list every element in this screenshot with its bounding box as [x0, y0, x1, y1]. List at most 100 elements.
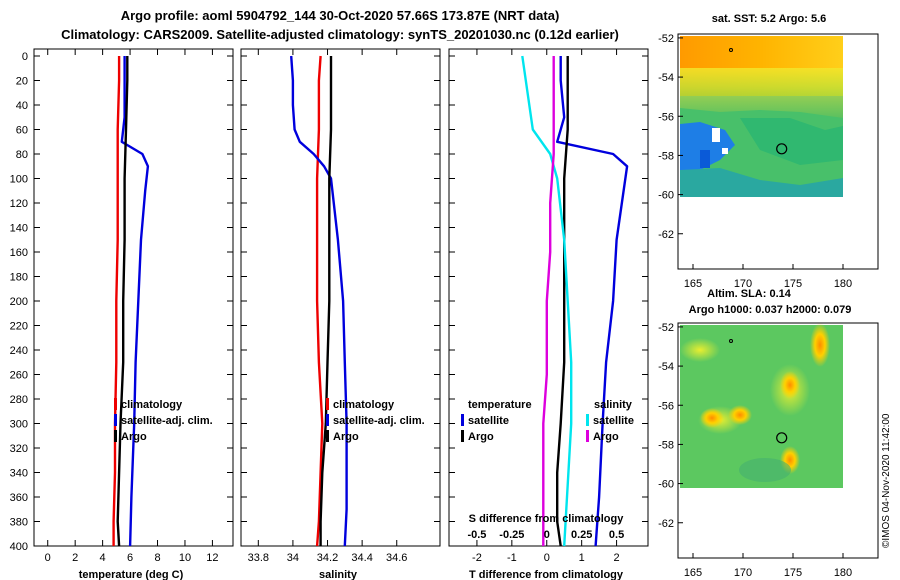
- imos-credit: ©IMOS 04-Nov-2020 11:42:00: [881, 413, 892, 548]
- argo-position-marker: [776, 432, 788, 444]
- series-line-climatology: [315, 55, 324, 547]
- salinity-series: [290, 55, 348, 547]
- x-tick-label: 34.2: [317, 552, 338, 564]
- x-tick-label: 2: [614, 552, 620, 564]
- legend-swatch-salinity-argo: [586, 430, 589, 442]
- y-tick-label: 100: [10, 174, 28, 186]
- legend-swatch-satellite-adj: [326, 414, 329, 426]
- difference-series: [521, 55, 629, 547]
- series-line-temperature-argo: [556, 56, 569, 547]
- lat-tick-label: -56: [658, 400, 674, 412]
- y-tick-label: 340: [10, 468, 28, 480]
- x-tick-label: 12: [206, 552, 218, 564]
- y-tick-label: 40: [16, 100, 28, 112]
- legend-label-salinity-satellite: satellite: [593, 415, 634, 427]
- x-tick-label: 6: [127, 552, 133, 564]
- y-tick-label: 140: [10, 223, 28, 235]
- x-tick-label: 34: [287, 552, 299, 564]
- series-line-salinity-argo: [542, 56, 555, 546]
- s-tick-label: -0.25: [499, 529, 524, 541]
- y-tick-label: 180: [10, 272, 28, 284]
- y-tick-label: 220: [10, 321, 28, 333]
- difference-profile-chart: -2 -1 0 1 2 temperature salinity satellite A…: [448, 48, 649, 580]
- y-tick-label: 0: [22, 51, 28, 63]
- s-difference-label: S difference from climatology: [469, 513, 625, 525]
- depth-ticks: [241, 55, 440, 547]
- legend-title-salinity: salinity: [594, 399, 633, 411]
- y-tick-label: 200: [10, 296, 28, 308]
- sla-map-title: Altim. SLA: 0.14: [707, 288, 792, 300]
- depth-ticks: [449, 55, 648, 547]
- y-tick-label: 300: [10, 419, 28, 431]
- lon-tick-label: 170: [734, 567, 752, 579]
- y-tick-label: 360: [10, 492, 28, 504]
- legend-label-satellite-adj: satellite-adj. clim.: [121, 415, 213, 427]
- lat-tick-label: -60: [658, 479, 674, 491]
- lon-tick-label: 175: [784, 278, 802, 290]
- legend-title-temperature: temperature: [468, 399, 532, 411]
- lat-tick-label: -54: [658, 72, 674, 84]
- lat-tick-label: -62: [658, 518, 674, 530]
- legend-label-satellite-adj: satellite-adj. clim.: [333, 415, 425, 427]
- s-tick-label: 0.25: [571, 529, 592, 541]
- sst-field: [680, 36, 843, 197]
- legend-label-temperature-argo: Argo: [468, 431, 494, 443]
- temperature-xlabel: temperature (deg C): [79, 569, 184, 580]
- legend-label-temperature-satellite: satellite: [468, 415, 509, 427]
- sst-map: sat. SST: 5.2 Argo: 5.6 165 170 175 180 -52…: [658, 13, 879, 290]
- y-tick-label: 80: [16, 149, 28, 161]
- legend-swatch-salinity-satellite: [586, 414, 589, 426]
- x-tick-label: 33.8: [248, 552, 269, 564]
- sst-lat-axis: -52 -54 -56 -58 -60 -62: [658, 33, 683, 241]
- x-tick-label: -1: [507, 552, 517, 564]
- x-tick-label: 1: [579, 552, 585, 564]
- x-tick-label: 8: [154, 552, 160, 564]
- x-tick-label: 34.4: [351, 552, 372, 564]
- sst-lon-axis: 165 170 175 180: [684, 264, 852, 290]
- legend-label-argo: Argo: [121, 431, 147, 443]
- lat-tick-label: -52: [658, 33, 674, 45]
- depth-axis: 0 20 40 60 80 100 120 140 160 180 200 220 240 260 280 3…: [10, 51, 233, 553]
- legend-swatch-argo: [114, 430, 117, 442]
- y-tick-label: 120: [10, 198, 28, 210]
- legend-label-argo: Argo: [333, 431, 359, 443]
- legend-swatch-temperature-satellite: [461, 414, 464, 426]
- y-tick-label: 160: [10, 247, 28, 259]
- lat-tick-label: -60: [658, 190, 674, 202]
- legend-label-salinity-argo: Argo: [593, 431, 619, 443]
- salinity-profile-chart: 33.8 34 34.2 34.4 34.6 climatology satellite…: [240, 48, 441, 580]
- series-line-temperature-satellite: [556, 56, 629, 547]
- y-tick-label: 260: [10, 370, 28, 382]
- y-tick-label: 400: [10, 541, 28, 553]
- series-line-argo: [319, 56, 333, 546]
- lon-tick-label: 170: [734, 278, 752, 290]
- temperature-profile-chart: 0204060801001201401601802002202402602803…: [10, 48, 234, 580]
- lat-tick-label: -54: [658, 361, 674, 373]
- legend-swatch-climatology: [114, 398, 117, 410]
- y-tick-label: 280: [10, 394, 28, 406]
- series-line-salinity-satellite: [521, 55, 573, 547]
- x-tick-label: -2: [472, 552, 482, 564]
- plot-frame: [240, 48, 441, 547]
- sla-lat-axis: -52 -54 -56 -58 -60 -62: [658, 322, 683, 530]
- legend-swatch-temperature-argo: [461, 430, 464, 442]
- series-line-argo: [116, 56, 129, 547]
- s-tick-label: 0: [544, 529, 550, 541]
- y-tick-label: 20: [16, 76, 28, 88]
- lon-tick-label: 175: [784, 567, 802, 579]
- temperature-legend: climatology satellite-adj. clim. Argo: [114, 398, 213, 443]
- sla-map-subtitle: Argo h1000: 0.037 h2000: 0.079: [689, 304, 852, 316]
- lat-tick-label: -52: [658, 322, 674, 334]
- lat-tick-label: -62: [658, 229, 674, 241]
- sst-map-title: sat. SST: 5.2 Argo: 5.6: [712, 13, 827, 25]
- temperature-series: [112, 56, 150, 547]
- x-tick-label: 34.6: [386, 552, 407, 564]
- plot-frame: [448, 48, 649, 547]
- sla-lon-axis: 165 170 175 180: [684, 553, 852, 579]
- figure-title-line1: Argo profile: aoml 5904792_144 30-Oct-20…: [121, 8, 560, 23]
- argo-position-marker: [776, 143, 788, 155]
- lon-tick-label: 165: [684, 278, 702, 290]
- s-tick-label: 0.5: [609, 529, 624, 541]
- sla-map: Altim. SLA: 0.14 Argo h1000: 0.037 h2000…: [658, 288, 879, 579]
